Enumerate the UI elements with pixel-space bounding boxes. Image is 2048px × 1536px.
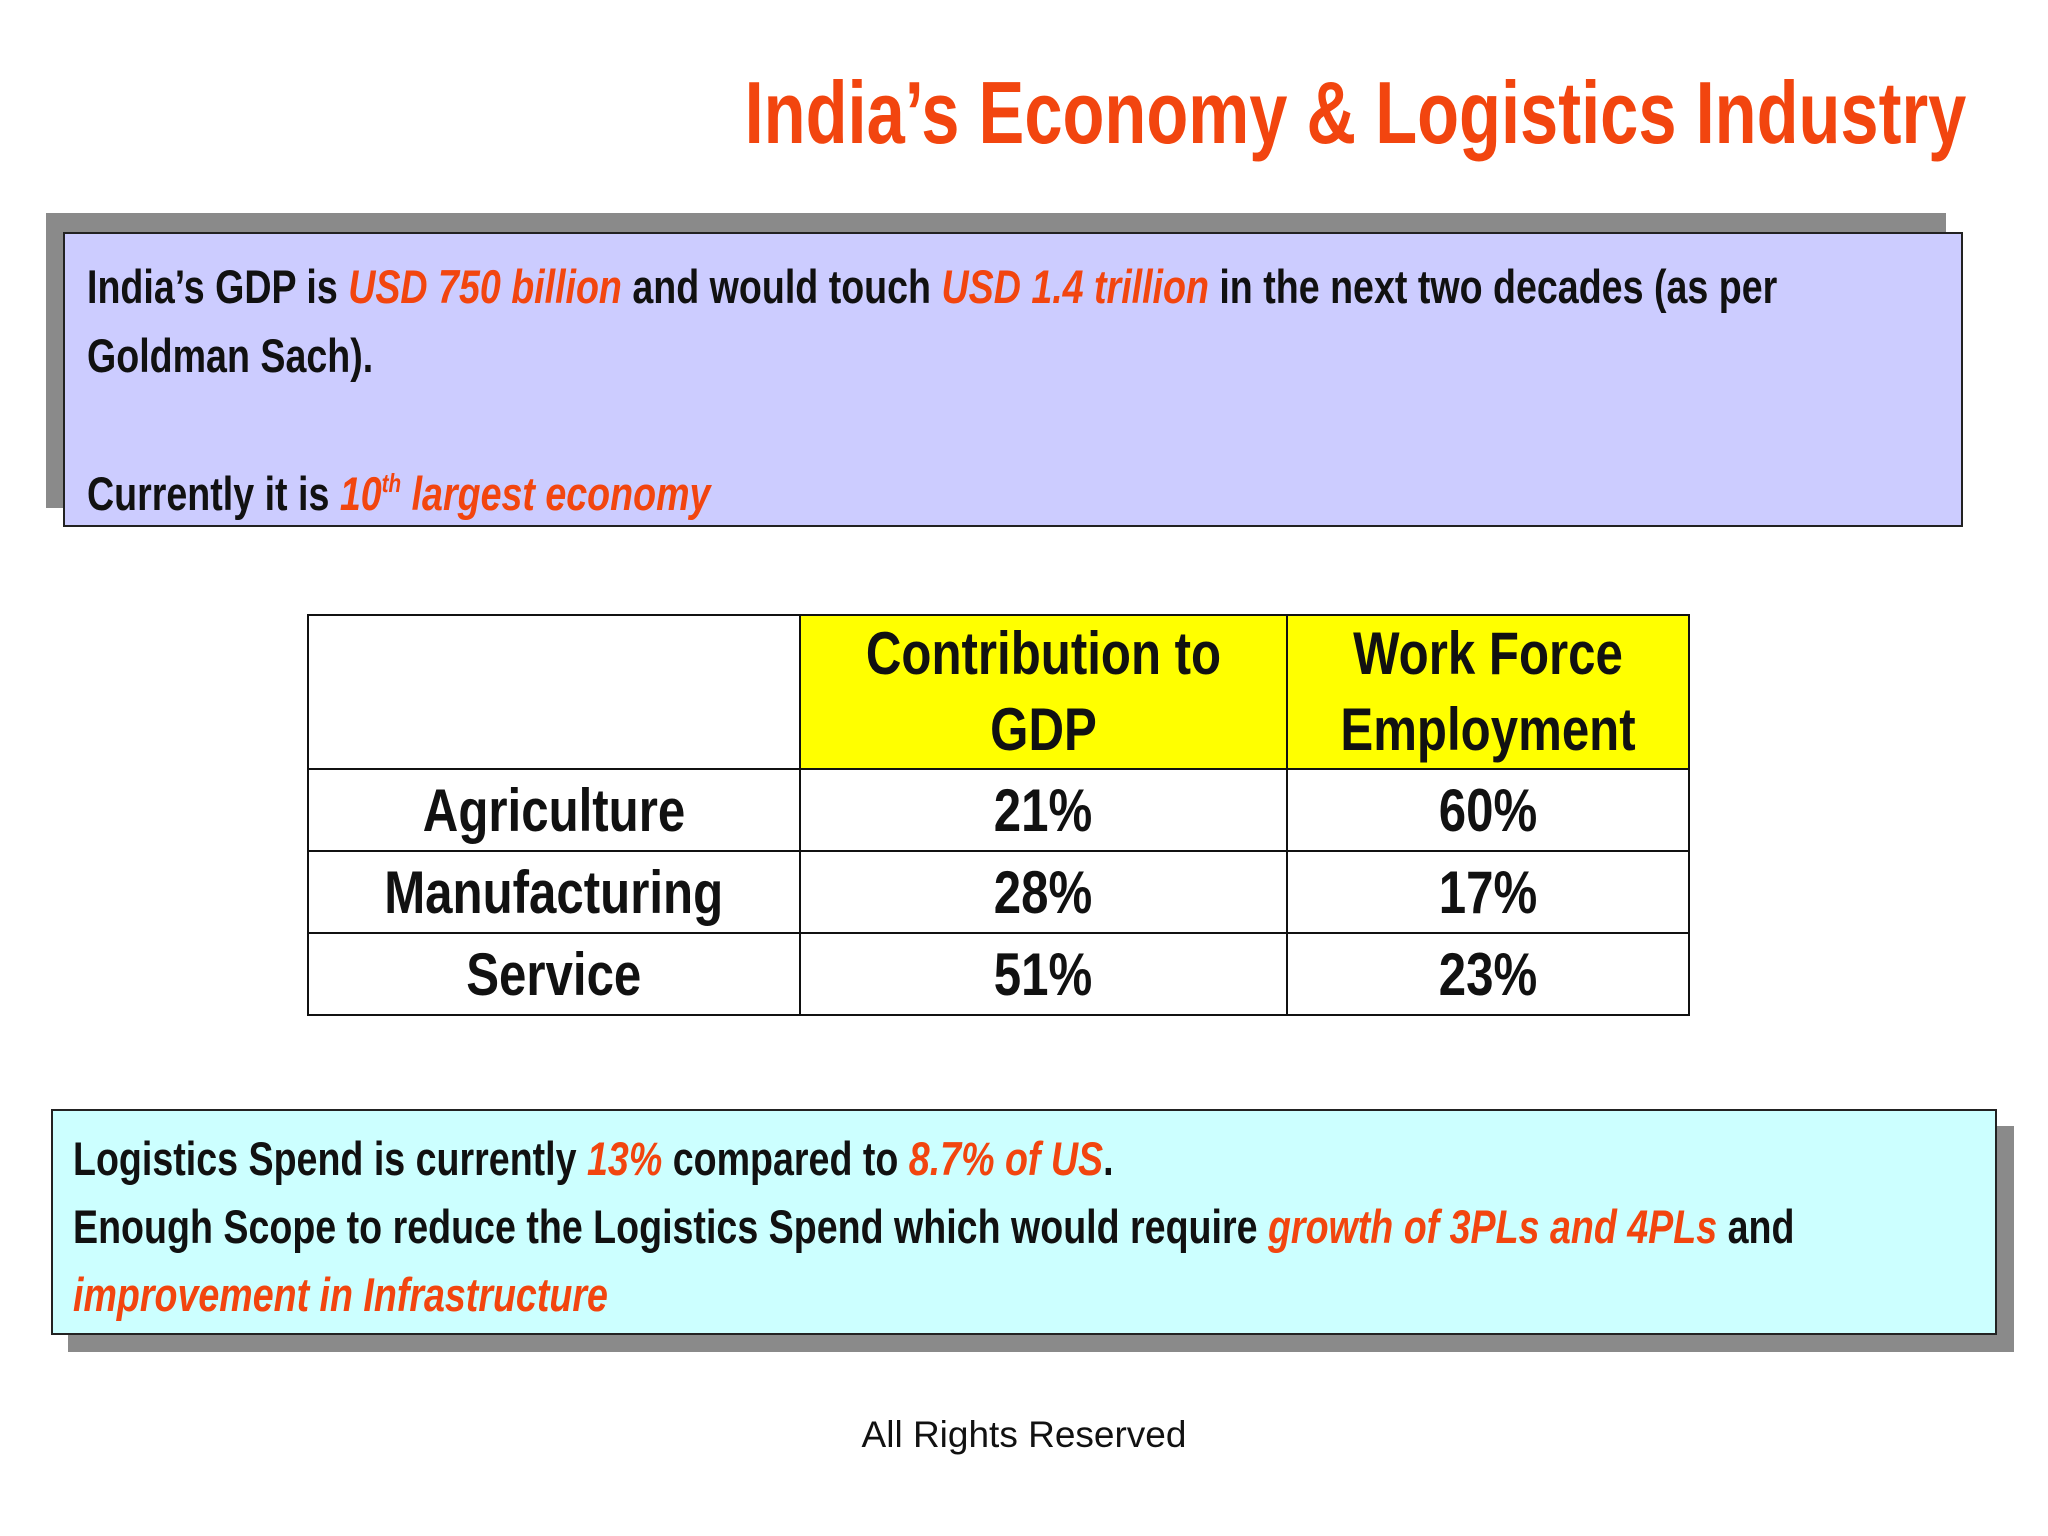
header-cell: Work Force Employment [1286,614,1690,770]
header-cell: Contribution to GDP [799,614,1288,770]
value-cell: 17% [1286,850,1690,934]
cell-value: 23% [1438,940,1538,1008]
highlight-text: USD 1.4 trillion [941,260,1209,313]
header-row: Contribution to GDP Work Force Employment [307,614,1690,770]
text: India’s GDP is [87,260,349,313]
value-cell: 60% [1286,768,1690,852]
text: Enough Scope to reduce the Logistics Spe… [73,1200,1268,1253]
sector-cell: Agriculture [307,768,801,852]
header-text: Contribution to GDP [865,620,1222,763]
cell-value: 21% [994,776,1093,844]
gdp-box: India’s GDP is USD 750 billion and would… [63,232,1963,527]
sector-cell: Service [307,932,801,1016]
cell-value: 17% [1438,858,1538,926]
highlight-text: growth of 3PLs and 4PLs [1267,1200,1718,1253]
table-row: Agriculture 21% 60% [307,768,1690,852]
sector-table: Contribution to GDP Work Force Employment… [307,614,1690,1016]
highlight-text: USD 750 billion [348,260,622,313]
table-body: Agriculture 21% 60% Manufacturing 28% 17% Serv… [307,768,1690,1016]
text: in the next two decades (as per Goldman … [87,260,1778,382]
text: Currently it is [87,467,340,520]
highlight-text: improvement in Infrastructure [73,1268,608,1321]
value-cell: 23% [1286,932,1690,1016]
value-cell: 51% [799,932,1288,1016]
highlight-text: 13% [587,1132,663,1185]
table-row: Service 51% 23% [307,932,1690,1016]
highlight-text: largest economy [401,467,711,520]
footer: All Rights Reserved [861,1414,1187,1455]
header-text: Work Force Employment [1340,620,1636,763]
slide-title: India’s Economy & Logistics Industry [744,63,1966,162]
paragraph: India’s GDP is USD 750 billion and would… [87,252,1879,390]
cell-value: 60% [1438,776,1538,844]
highlight-text: th [381,469,402,498]
value-cell: 28% [799,850,1288,934]
sector-cell: Manufacturing [307,850,801,934]
paragraph: Enough Scope to reduce the Logistics Spe… [73,1193,1937,1329]
text: . [1103,1132,1114,1185]
paragraph: Logistics Spend is currently 13% compare… [73,1125,1937,1193]
gdp-text: India’s GDP is USD 750 billion and would… [87,252,1879,528]
value-cell: 21% [799,768,1288,852]
cell-value: 28% [994,858,1093,926]
highlight-text: 8.7% of US [908,1132,1104,1185]
text: Logistics Spend is currently [73,1132,587,1185]
sector-name: Service [466,940,642,1008]
sector-name: Agriculture [422,776,686,844]
text: and [1717,1200,1795,1253]
text: and would touch [621,260,942,313]
logistics-box: Logistics Spend is currently 13% compare… [51,1109,1997,1335]
text: compared to [662,1132,909,1185]
blank-cell [307,614,801,770]
sector-name: Manufacturing [384,858,724,926]
logistics-text: Logistics Spend is currently 13% compare… [73,1125,1937,1329]
cell-value: 51% [994,940,1093,1008]
table-row: Manufacturing 28% 17% [307,850,1690,934]
highlight-text: 10 [339,467,382,520]
paragraph: Currently it is 10th largest economy [87,459,1879,528]
